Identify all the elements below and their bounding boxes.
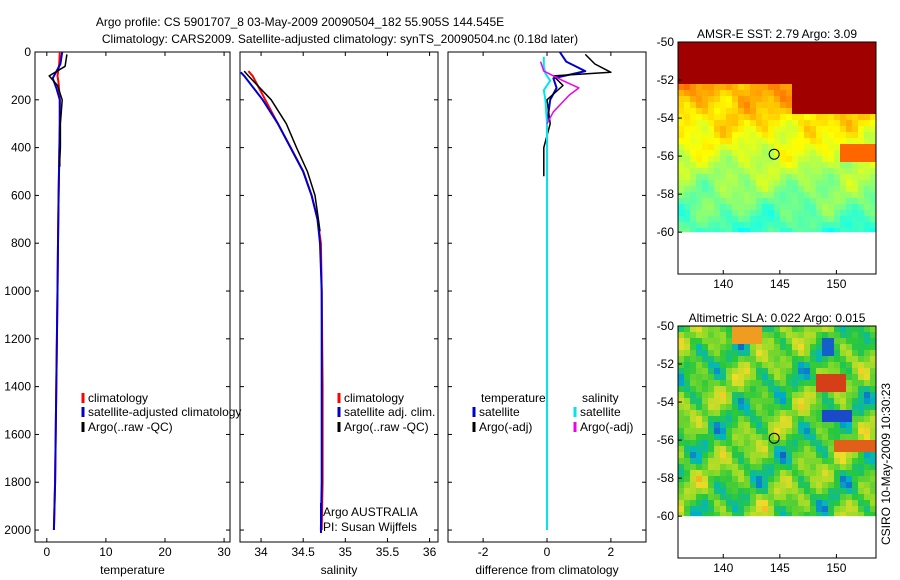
figure-title-line1: Argo profile: CS 5901707_8 03-May-2009 2… [96,15,504,29]
sst_map-ytick-label: -60 [657,225,675,239]
sst_map-ytick-label: -58 [657,187,675,201]
sst_map-ytick-label: -56 [657,149,675,163]
sst_map-xtick-label: 140 [713,277,733,291]
sst_map-frame [677,41,877,275]
salinity-legend-argo: Argo(..raw -QC) [344,420,429,434]
sla_map-ytick-label: -56 [657,433,675,447]
sla_map-argo-marker [768,432,780,444]
temperature-series-2 [48,54,68,167]
depth-tick-label: 200 [11,93,31,107]
sla_map-xtick-label: 150 [826,561,846,575]
sla_map-ytick-label: -52 [657,357,675,371]
difference-legend-sal-satellite: satellite [580,405,621,419]
sla_map-title: Altimetric SLA: 0.022 Argo: 0.015 [689,311,866,325]
salinity-series-2 [243,70,321,232]
depth-tick-label: 1000 [4,284,31,298]
temperature-xtick-label: 30 [217,545,231,559]
temperature-legend-climatology: climatology [88,391,148,405]
difference-series-2 [542,56,552,530]
difference-xtick-label: -2 [478,545,489,559]
depth-tick-label: 1200 [4,332,31,346]
difference-legend-salinity-header: salinity [582,391,619,405]
salinity-legend-satellite: satellite adj. clim. [344,405,435,419]
sla_map-xtick-label: 140 [713,561,733,575]
difference-series-3 [539,61,580,125]
sst_map-xtick-label: 145 [770,277,790,291]
difference-legend-temp-argo: Argo(-adj) [479,420,532,434]
figure-title-line2: Climatology: CARS2009. Satellite-adjuste… [102,32,578,46]
sla_map-ytick-label: -58 [657,471,675,485]
difference-xtick-label: 0 [544,545,551,559]
salinity-annotation-pi: PI: Susan Wijffels [323,520,417,534]
sla_map-frame [677,325,877,559]
salinity-legend-climatology: climatology [344,391,404,405]
sst_map-heatmap [678,42,876,233]
depth-tick-label: 0 [24,45,31,59]
temperature-legend-argo: Argo(..raw -QC) [88,420,173,434]
depth-tick-label: 600 [11,188,31,202]
difference-xlabel: difference from climatology [475,563,618,577]
salinity-xtick-label: 35.5 [376,545,400,559]
temperature-xtick-label: 20 [158,545,172,559]
difference-xtick-label: 2 [608,545,615,559]
side-timestamp-label: CSIRO 10-May-2009 10:30:23 [879,383,893,545]
salinity-xtick-label: 35 [339,545,353,559]
salinity-annotation-institution: Argo AUSTRALIA [323,505,418,519]
temperature-xlabel: temperature [100,563,165,577]
temperature-legend-satellite: satellite-adjusted climatology [88,405,241,419]
sla_map-ytick-label: -60 [657,509,675,523]
difference-series-1 [543,53,612,177]
sla_map-heatmap [678,326,876,517]
sst_map-xtick-label: 150 [826,277,846,291]
sla_map-ytick-label: -50 [657,319,675,333]
difference-legend-sal-argo: Argo(-adj) [580,420,633,434]
temperature-xtick-label: 0 [43,545,50,559]
depth-tick-label: 1600 [4,427,31,441]
chart-panels: 0 10 20 30020040060080010001200140016001800… [4,27,877,577]
sla_map-xtick-label: 145 [770,561,790,575]
salinity-xlabel: salinity [321,563,358,577]
sst_map-ytick-label: -52 [657,73,675,87]
sla_map-ytick-label: -54 [657,395,675,409]
temperature-xtick-label: 10 [99,545,113,559]
salinity-series-1 [240,71,323,531]
depth-tick-label: 1800 [4,475,31,489]
depth-tick-label: 2000 [4,523,31,537]
depth-tick-label: 1400 [4,380,31,394]
difference-legend-temp-satellite: satellite [479,405,520,419]
salinity-plot-frame [239,51,439,543]
difference-series-0 [546,51,587,530]
salinity-xtick-label: 36 [423,545,437,559]
salinity-xtick-label: 34 [254,545,268,559]
depth-tick-label: 400 [11,141,31,155]
sst_map-argo-marker [768,148,780,160]
difference-legend-temperature-header: temperature [481,391,546,405]
sst_map-ytick-label: -50 [657,35,675,49]
sst_map-ytick-label: -54 [657,111,675,125]
sst_map-title: AMSR-E SST: 2.79 Argo: 3.09 [697,27,857,41]
depth-tick-label: 800 [11,236,31,250]
temperature-plot-frame [34,51,231,543]
salinity-xtick-label: 34.5 [292,545,316,559]
